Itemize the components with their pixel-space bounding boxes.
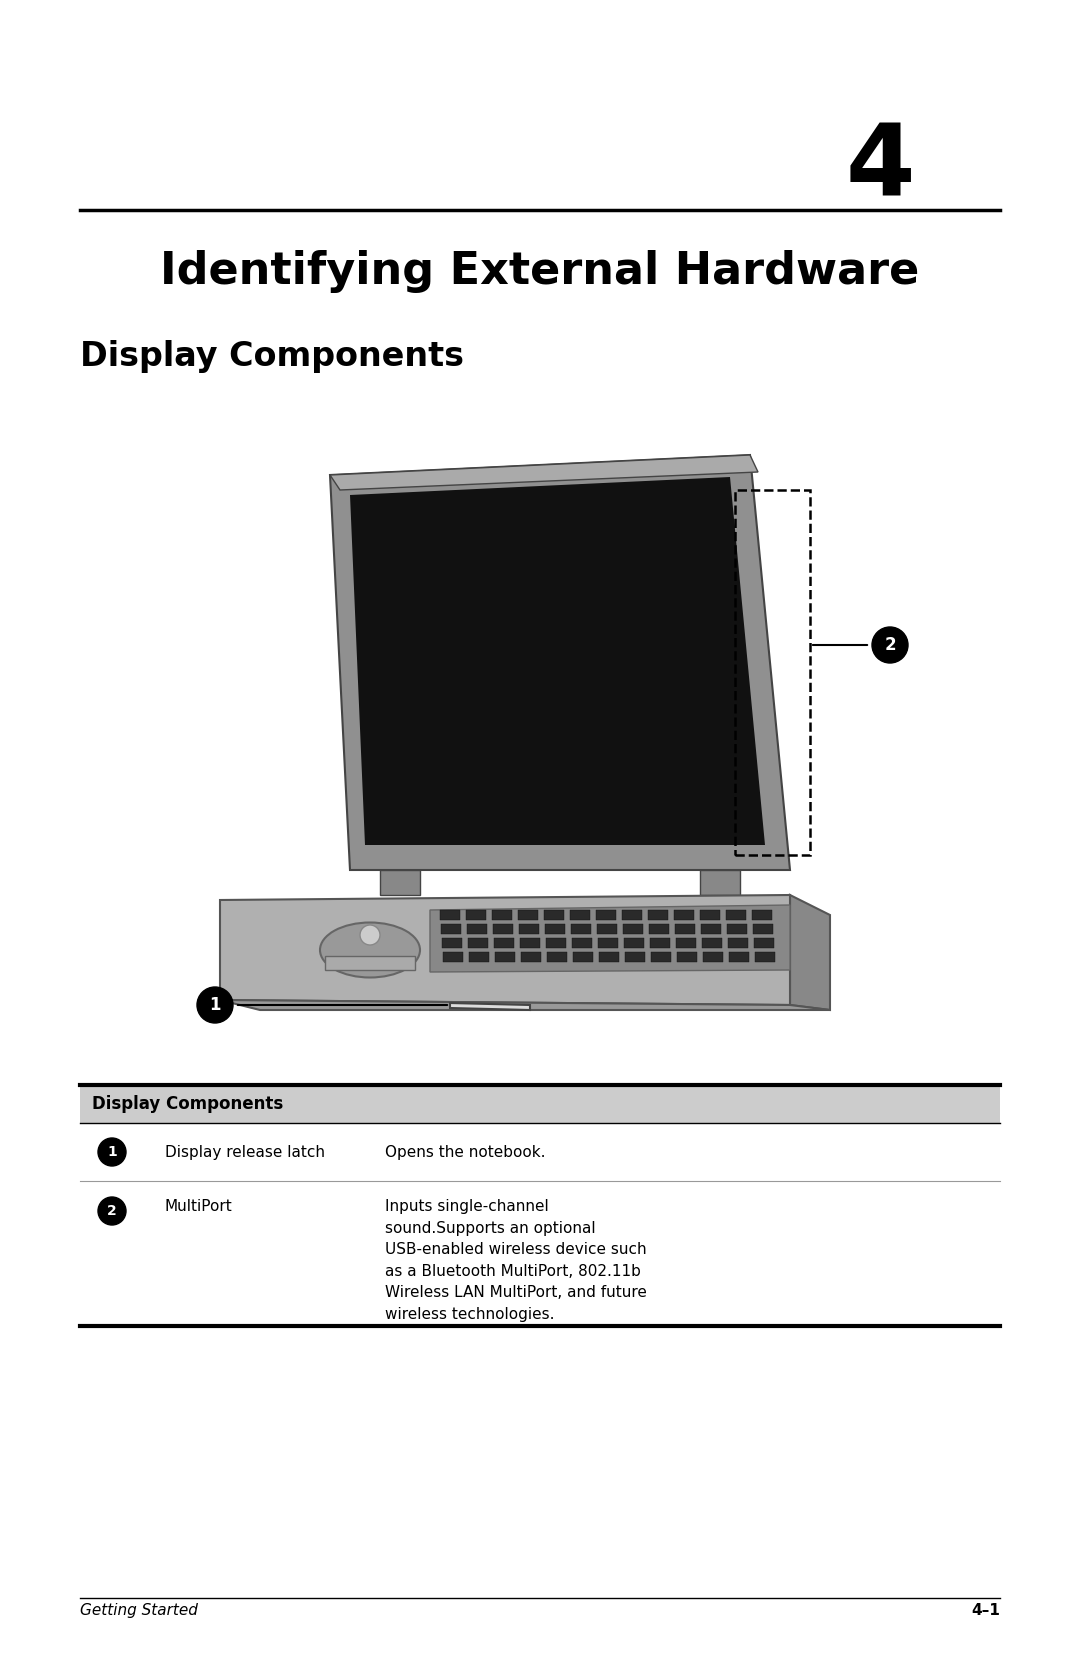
Bar (519, 938, 540, 948)
Circle shape (98, 1138, 126, 1167)
Bar (599, 951, 619, 961)
Bar (675, 925, 696, 935)
Text: Display release latch: Display release latch (165, 1145, 325, 1160)
Bar (649, 925, 669, 935)
Bar (648, 910, 669, 920)
Bar (596, 910, 616, 920)
Bar (518, 910, 538, 920)
Text: 4–1: 4–1 (971, 1602, 1000, 1617)
Bar (727, 925, 747, 935)
Bar (465, 910, 486, 920)
Bar (703, 951, 723, 961)
Text: 4: 4 (846, 120, 915, 217)
Bar (469, 951, 489, 961)
Circle shape (360, 925, 380, 945)
Polygon shape (450, 1003, 530, 1010)
Bar (622, 910, 642, 920)
Text: Getting Started: Getting Started (80, 1602, 198, 1617)
Text: MultiPort: MultiPort (165, 1198, 233, 1213)
Circle shape (98, 1197, 126, 1225)
Bar (650, 938, 670, 948)
Bar (735, 491, 810, 855)
Bar (572, 938, 592, 948)
Polygon shape (330, 456, 789, 870)
Bar (651, 951, 671, 961)
Bar (702, 938, 723, 948)
Circle shape (197, 986, 233, 1023)
Bar (468, 938, 488, 948)
Ellipse shape (320, 923, 420, 978)
Bar (521, 951, 541, 961)
Bar (492, 925, 513, 935)
Bar (701, 925, 721, 935)
Text: 1: 1 (210, 996, 220, 1015)
Bar (598, 938, 618, 948)
Bar (677, 951, 697, 961)
Bar (442, 938, 462, 948)
Bar (754, 938, 774, 948)
Bar (625, 951, 645, 961)
Text: 2: 2 (107, 1203, 117, 1218)
Bar (494, 938, 514, 948)
Bar (544, 910, 564, 920)
Bar (443, 951, 463, 961)
Text: 2: 2 (885, 636, 895, 654)
Polygon shape (220, 895, 789, 1005)
Text: Display Components: Display Components (80, 340, 464, 372)
Bar (729, 951, 750, 961)
Polygon shape (380, 870, 420, 895)
Text: Display Components: Display Components (92, 1095, 283, 1113)
Bar (441, 925, 461, 935)
Bar (325, 956, 415, 970)
Bar (495, 951, 515, 961)
Bar (519, 925, 539, 935)
Bar (546, 938, 566, 948)
Bar (492, 910, 512, 920)
Polygon shape (700, 870, 740, 895)
Bar (753, 925, 773, 935)
Bar (545, 925, 565, 935)
Bar (728, 938, 748, 948)
Bar (546, 951, 567, 961)
Bar (80, 1085, 1000, 1123)
Bar (571, 925, 591, 935)
Bar (752, 910, 772, 920)
Text: Inputs single-channel
sound.Supports an optional
USB-enabled wireless device suc: Inputs single-channel sound.Supports an … (384, 1198, 647, 1322)
Bar (440, 910, 460, 920)
Bar (676, 938, 696, 948)
Polygon shape (350, 477, 765, 845)
Text: Identifying External Hardware: Identifying External Hardware (160, 250, 920, 294)
Bar (700, 910, 720, 920)
Polygon shape (220, 1000, 831, 1010)
Bar (674, 910, 694, 920)
Text: 1: 1 (107, 1145, 117, 1158)
Polygon shape (430, 905, 789, 971)
Bar (726, 910, 746, 920)
Bar (623, 925, 643, 935)
Bar (573, 951, 593, 961)
Bar (755, 951, 775, 961)
Circle shape (872, 628, 908, 663)
Bar (624, 938, 644, 948)
Bar (570, 910, 590, 920)
Polygon shape (789, 895, 831, 1010)
Bar (467, 925, 487, 935)
Bar (597, 925, 617, 935)
Polygon shape (330, 456, 758, 491)
Text: Opens the notebook.: Opens the notebook. (384, 1145, 545, 1160)
